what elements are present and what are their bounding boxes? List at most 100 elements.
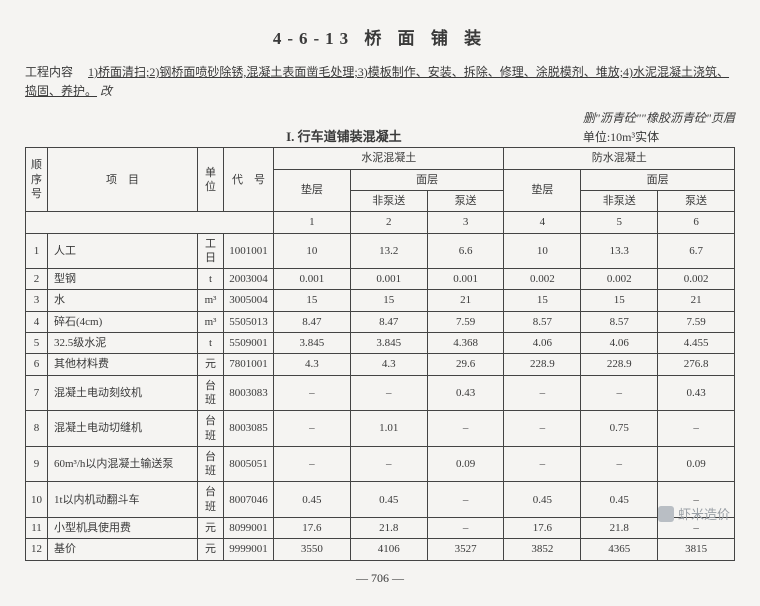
- cell: –: [274, 446, 351, 482]
- cell: –: [658, 411, 735, 447]
- cell: 4106: [350, 539, 427, 560]
- cell: –: [504, 375, 581, 411]
- th-surface2: 面层: [581, 169, 735, 190]
- cell: 4.3: [350, 354, 427, 375]
- cell: 11: [26, 518, 48, 539]
- cell: 2003004: [224, 269, 274, 290]
- cell: 10: [26, 482, 48, 518]
- cell: 6: [26, 354, 48, 375]
- cell: 台班: [198, 411, 224, 447]
- header-row-4: 1 2 3 4 5 6: [26, 212, 735, 233]
- cell: 0.45: [274, 482, 351, 518]
- cell: 228.9: [504, 354, 581, 375]
- cell-item: 32.5级水泥: [48, 333, 198, 354]
- cell: –: [581, 446, 658, 482]
- cell: 276.8: [658, 354, 735, 375]
- cell: 9999001: [224, 539, 274, 560]
- cell: 工日: [198, 233, 224, 269]
- cell: 0.45: [350, 482, 427, 518]
- cell: 3005004: [224, 290, 274, 311]
- cell: 0.43: [658, 375, 735, 411]
- cell: t: [198, 269, 224, 290]
- table-row: 4碎石(4cm)m³55050138.478.477.598.578.577.5…: [26, 311, 735, 332]
- cell: 15: [350, 290, 427, 311]
- cell: 3527: [427, 539, 504, 560]
- cell: –: [274, 411, 351, 447]
- header-row-1: 顺序号 项 目 单位 代 号 水泥混凝土 防水混凝土: [26, 148, 735, 169]
- cell: 0.45: [504, 482, 581, 518]
- cell: 8: [26, 411, 48, 447]
- handwritten-note-2: 删"沥青砼""橡胶沥青砼"页眉: [583, 109, 735, 126]
- cell: 3.845: [274, 333, 351, 354]
- cell: 8.47: [274, 311, 351, 332]
- cell: 台班: [198, 375, 224, 411]
- cell: 7: [26, 375, 48, 411]
- cell: 17.6: [274, 518, 351, 539]
- cell: 5505013: [224, 311, 274, 332]
- watermark-icon: [658, 506, 674, 522]
- cell: –: [427, 518, 504, 539]
- th-pad2: 垫层: [504, 169, 581, 212]
- cell: 4.06: [581, 333, 658, 354]
- cell: 8005051: [224, 446, 274, 482]
- cell: 4.06: [504, 333, 581, 354]
- cell: 13.3: [581, 233, 658, 269]
- cell: 0.001: [274, 269, 351, 290]
- cell: 4: [26, 311, 48, 332]
- cell: m³: [198, 290, 224, 311]
- table-row: 2型钢t20030040.0010.0010.0010.0020.0020.00…: [26, 269, 735, 290]
- cell: 5509001: [224, 333, 274, 354]
- cell: 6.7: [658, 233, 735, 269]
- th-pump1: 泵送: [427, 190, 504, 211]
- cell: –: [504, 446, 581, 482]
- cell: 15: [581, 290, 658, 311]
- th-code: 代 号: [224, 148, 274, 212]
- th-nopump2: 非泵送: [581, 190, 658, 211]
- unit-label: 单位:10m³实体: [583, 128, 735, 145]
- cell: 8.57: [504, 311, 581, 332]
- cell-item: 基价: [48, 539, 198, 560]
- cell: 8099001: [224, 518, 274, 539]
- handwritten-note-1: 改: [100, 84, 112, 98]
- table-row: 6其他材料费元78010014.34.329.6228.9228.9276.8: [26, 354, 735, 375]
- cell-item: 混凝土电动切缝机: [48, 411, 198, 447]
- th-item: 项 目: [48, 148, 198, 212]
- cell-item: 型钢: [48, 269, 198, 290]
- cell: –: [274, 375, 351, 411]
- table-row: 1人工工日10010011013.26.61013.36.7: [26, 233, 735, 269]
- cell: –: [427, 482, 504, 518]
- cell-item: 碎石(4cm): [48, 311, 198, 332]
- th-pad1: 垫层: [274, 169, 351, 212]
- cell: 元: [198, 354, 224, 375]
- cell: 台班: [198, 446, 224, 482]
- cell: 12: [26, 539, 48, 560]
- cell: 0.002: [581, 269, 658, 290]
- watermark: 虾米造价: [658, 504, 730, 523]
- cell-item: 小型机具使用费: [48, 518, 198, 539]
- cell-item: 60m³/h以内混凝土输送泵: [48, 446, 198, 482]
- th-group1: 水泥混凝土: [274, 148, 504, 169]
- cell: 8007046: [224, 482, 274, 518]
- cell: 4.368: [427, 333, 504, 354]
- section-title: 4-6-13 桥 面 铺 装: [25, 24, 735, 49]
- th-seq: 顺序号: [26, 148, 48, 212]
- cell: 3: [26, 290, 48, 311]
- th-col4: 4: [504, 212, 581, 233]
- th-pump2: 泵送: [658, 190, 735, 211]
- th-col2: 2: [350, 212, 427, 233]
- cell: 228.9: [581, 354, 658, 375]
- cell: 4.455: [658, 333, 735, 354]
- th-col6: 6: [658, 212, 735, 233]
- cell: 21: [427, 290, 504, 311]
- cell: –: [427, 411, 504, 447]
- cell: 10: [504, 233, 581, 269]
- th-col5: 5: [581, 212, 658, 233]
- cell: 8003083: [224, 375, 274, 411]
- cell: 3815: [658, 539, 735, 560]
- cell: 7801001: [224, 354, 274, 375]
- cell: 15: [504, 290, 581, 311]
- cell: 0.001: [427, 269, 504, 290]
- cell: 9: [26, 446, 48, 482]
- cell: 15: [274, 290, 351, 311]
- cell: 0.09: [427, 446, 504, 482]
